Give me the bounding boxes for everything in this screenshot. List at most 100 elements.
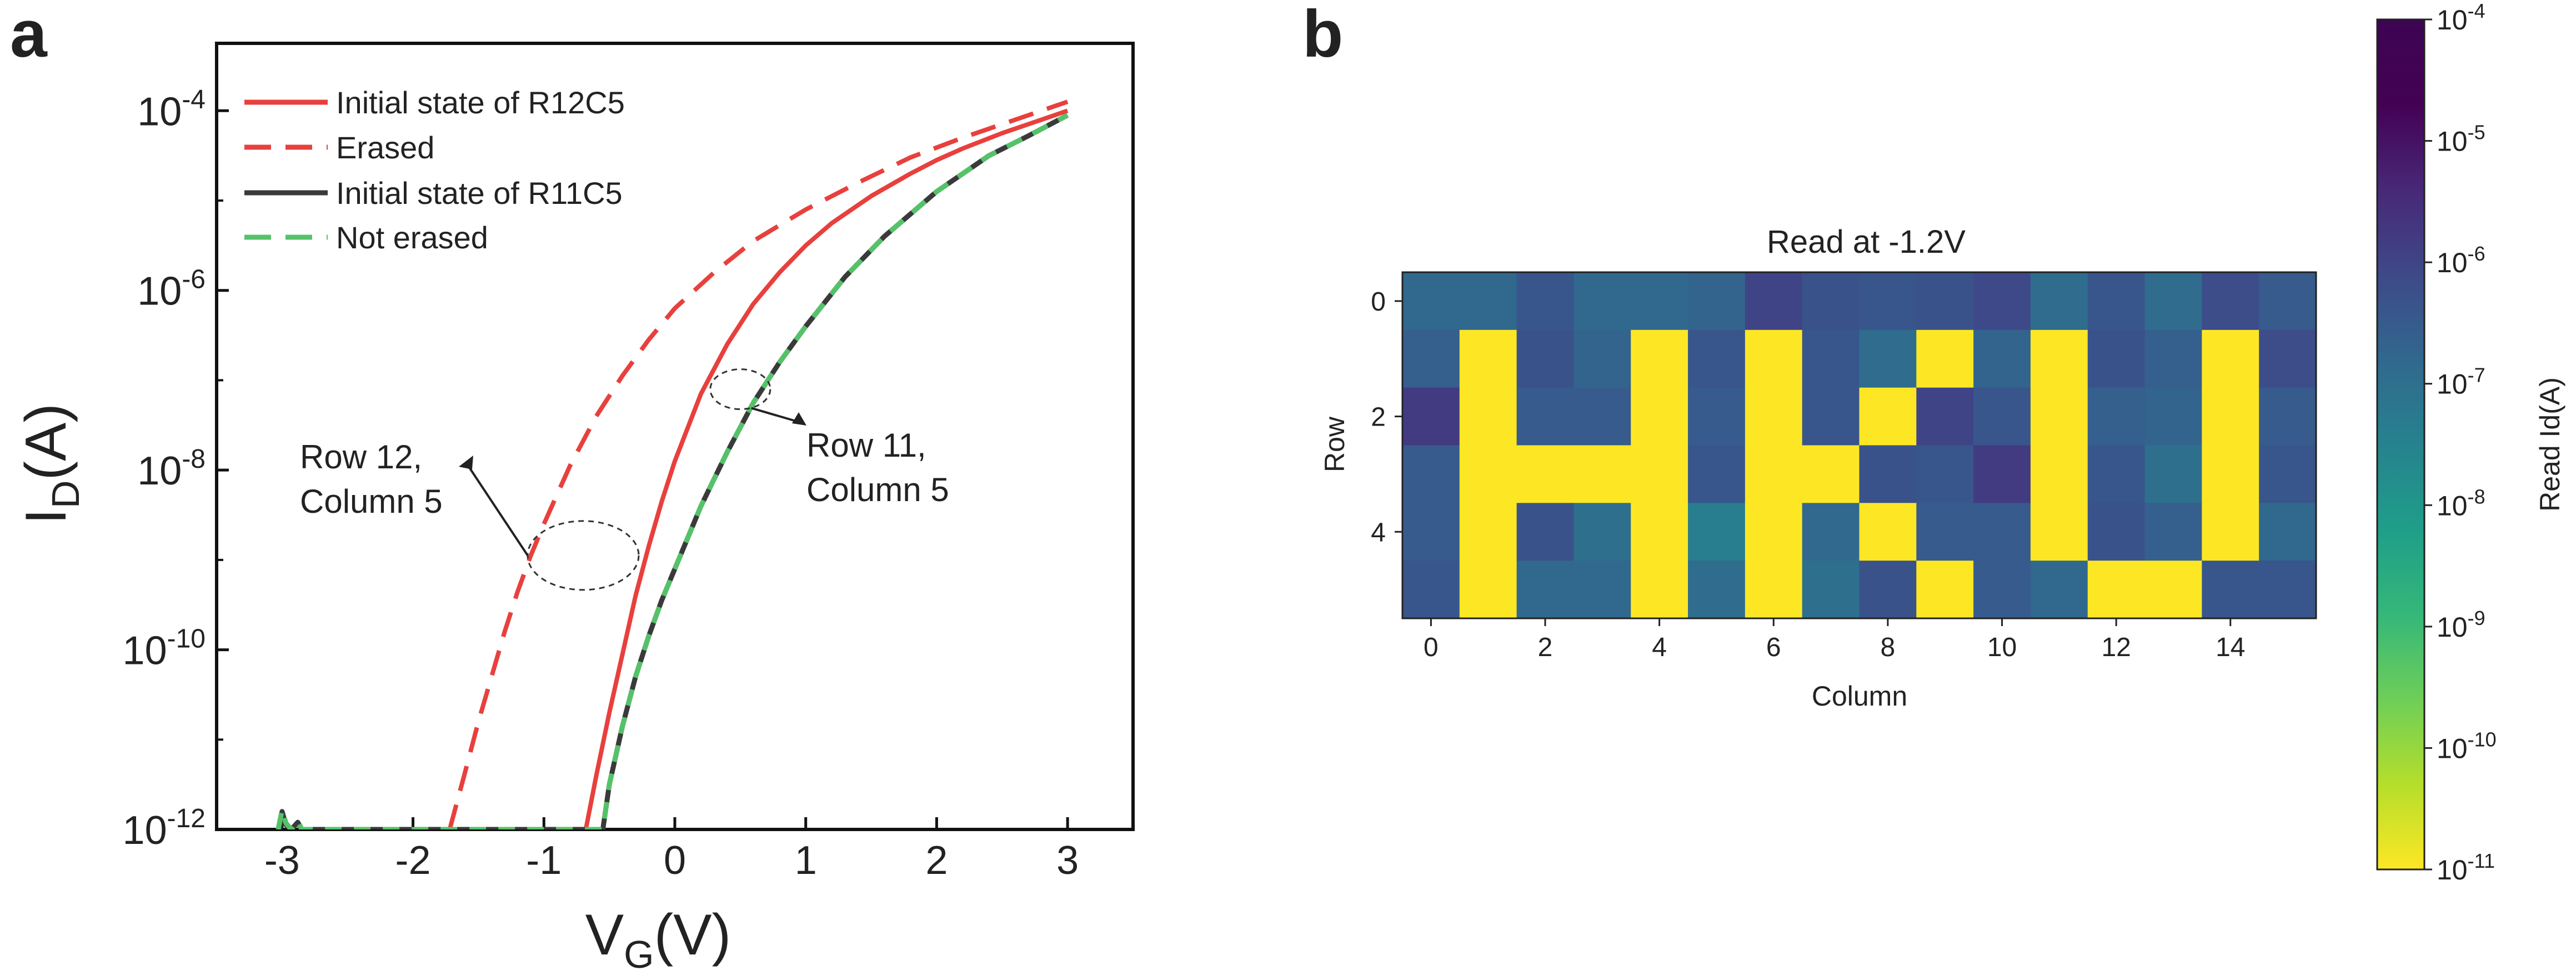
colorbar-tick-label: 10-4	[2437, 0, 2485, 36]
heatmap-title: Read at -1.2V	[1767, 224, 1966, 260]
heatmap-cell	[1916, 445, 1974, 503]
y-axis-label: ID(A)	[14, 403, 87, 524]
heatmap-cell	[1688, 329, 1746, 388]
x-tick-label: 0	[664, 838, 686, 883]
heatmap-cell	[1973, 503, 2031, 561]
heatmap-cell	[1402, 329, 1460, 388]
heatmap-cell	[1402, 561, 1460, 619]
y-axis-ticks: 10-12 10-10 10-8 10-6 10-4	[123, 85, 229, 853]
heatmap-cell	[1402, 445, 1460, 503]
colorbar-gradient	[2376, 18, 2425, 871]
heatmap-cell	[2144, 272, 2202, 331]
heatmap-cell	[1459, 561, 1517, 619]
heatmap-cell	[1859, 272, 1917, 331]
heatmap-cell	[1973, 272, 2031, 331]
annotation-text-r12: Column 5	[300, 483, 443, 520]
data-series	[275, 99, 1069, 829]
colorbar: 10-4 10-5 10-6 10-7 10-8 10-9 10-10 10-11 Read …	[2376, 0, 2565, 886]
heatmap-cell	[1688, 561, 1746, 619]
heatmap-cell	[1916, 329, 1974, 388]
heatmap-cell	[2259, 272, 2317, 331]
heatmap-x-tick-label: 6	[1766, 633, 1781, 662]
heatmap-cell	[1973, 445, 2031, 503]
panel-a-line-chart: -3 -2 -1 0 1 2 3 10-12 10-10 10-8 10-6 10-4 Row 12…	[14, 42, 1135, 975]
heatmap-cell	[1802, 272, 1860, 331]
heatmap-cell	[1573, 272, 1631, 331]
heatmap-cell	[2144, 503, 2202, 561]
x-tick-label: -3	[264, 838, 300, 883]
heatmap-cell	[2087, 503, 2146, 561]
series-erased-line	[447, 99, 1069, 829]
panel-a-label: a	[10, 0, 48, 71]
annotation-ellipse-r12	[527, 520, 640, 591]
heatmap-cell	[1631, 329, 1688, 388]
heatmap-cell	[1802, 561, 1860, 619]
annotation-text-r11: Row 11,	[806, 427, 926, 464]
heatmap-cell	[1745, 445, 1803, 503]
annotation-text-r11: Column 5	[806, 471, 949, 508]
heatmap-cell	[2202, 272, 2259, 331]
heatmap-cell	[1459, 272, 1517, 331]
heatmap-cell	[1402, 387, 1460, 446]
heatmap-y-ticks: 0 2 4	[1371, 287, 1402, 547]
heatmap-cell	[2259, 329, 2317, 388]
heatmap-cell	[1859, 503, 1917, 561]
heatmap-y-axis-label: Row	[1319, 416, 1350, 472]
heatmap-cell	[2030, 272, 2088, 331]
heatmap-cell	[2030, 445, 2088, 503]
colorbar-label: Read Id(A)	[2534, 377, 2565, 512]
heatmap-cell	[1516, 561, 1575, 619]
x-tick-label: 2	[925, 838, 948, 883]
heatmap-cell	[1402, 503, 1460, 561]
heatmap-cell	[1745, 503, 1803, 561]
heatmap-cell	[1916, 272, 1974, 331]
y-tick-label: 10-4	[137, 85, 206, 134]
heatmap-cell	[2030, 387, 2088, 446]
heatmap-cell	[1973, 329, 2031, 388]
heatmap-cell	[1573, 445, 1631, 503]
heatmap-cell	[2259, 387, 2317, 446]
heatmap-cell	[2259, 503, 2317, 561]
heatmap-x-ticks: 0 2 4 6 8 10 12 14	[1424, 618, 2245, 662]
heatmap-cell	[1459, 329, 1517, 388]
legend-label-r12c5: Initial state of R12C5	[336, 85, 625, 120]
heatmap-cell	[2087, 387, 2146, 446]
heatmap-x-tick-label: 8	[1881, 633, 1896, 662]
panel-b-heatmap: Read at -1.2V 0 2 4 6 8 10 12 14 0 2 4 Column Row…	[1319, 0, 2565, 886]
heatmap-cell	[1859, 329, 1917, 388]
heatmap-cell	[1516, 445, 1575, 503]
heatmap-cell	[2087, 561, 2146, 619]
heatmap-cell	[1859, 387, 1917, 446]
heatmap-cell	[1516, 387, 1575, 446]
heatmap-cell	[2202, 561, 2259, 619]
colorbar-tick-label: 10-5	[2437, 121, 2485, 157]
x-tick-label: -2	[395, 838, 431, 883]
heatmap-cell	[1459, 445, 1517, 503]
heatmap-cell	[1459, 503, 1517, 561]
annotation-arrow-r12	[465, 462, 529, 556]
heatmap-frame	[1401, 271, 2317, 619]
annotations: Row 12, Column 5 Row 11, Column 5	[300, 368, 949, 591]
colorbar-tick-label: 10-6	[2437, 242, 2485, 278]
heatmap-cell	[1973, 561, 2031, 619]
heatmap-cell	[2087, 329, 2146, 388]
heatmap-cell	[2202, 445, 2259, 503]
heatmap-cell	[2030, 561, 2088, 619]
colorbar-tick-label: 10-10	[2437, 728, 2497, 764]
heatmap-cell	[1802, 445, 1860, 503]
heatmap-cell	[1688, 445, 1746, 503]
heatmap-cell	[1516, 503, 1575, 561]
heatmap-cell	[1973, 387, 2031, 446]
heatmap-x-tick-label: 14	[2216, 633, 2245, 662]
heatmap-cell	[1688, 272, 1746, 331]
panel-b-label: b	[1302, 0, 1343, 71]
heatmap-cell	[2144, 329, 2202, 388]
heatmap-cell	[1516, 272, 1575, 331]
heatmap-cell	[1573, 503, 1631, 561]
legend-label-r11c5: Initial state of R11C5	[336, 176, 623, 211]
heatmap-cell	[2144, 561, 2202, 619]
series-r12c5-line	[583, 108, 1069, 829]
legend-label-erased: Erased	[336, 130, 434, 165]
heatmap-cell	[2259, 445, 2317, 503]
